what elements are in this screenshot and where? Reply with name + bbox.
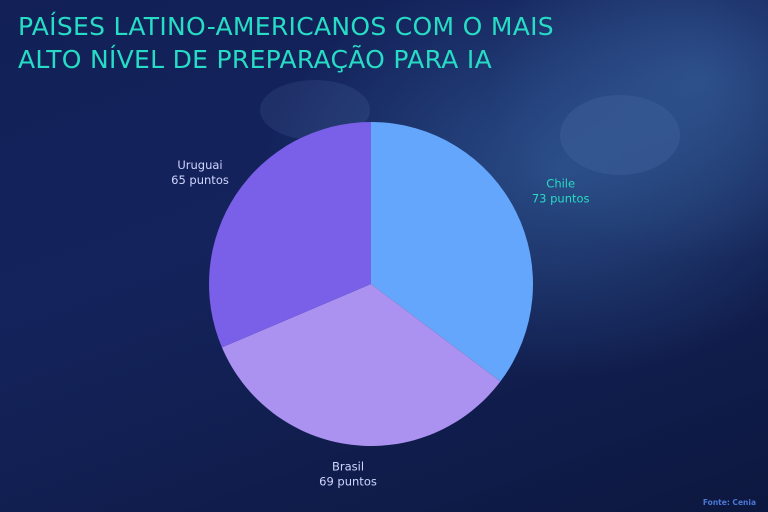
background-photo-shape bbox=[560, 95, 680, 175]
chart-title: PAÍSES LATINO-AMERICANOS COM O MAIS ALTO… bbox=[18, 10, 618, 76]
slice-label-name: Brasil bbox=[332, 460, 364, 474]
pie-slices bbox=[209, 122, 534, 446]
pie-slice-uruguai bbox=[209, 122, 371, 348]
pie-slice-brasil bbox=[221, 284, 501, 446]
chart-title-line: ALTO NÍVEL DE PREPARAÇÃO PARA IA bbox=[18, 45, 492, 74]
slice-label-value: 65 puntos bbox=[171, 173, 229, 187]
slice-label-name: Chile bbox=[546, 176, 575, 190]
chart-title-line: PAÍSES LATINO-AMERICANOS COM O MAIS bbox=[18, 12, 554, 41]
slice-label-value: 69 puntos bbox=[319, 475, 377, 489]
pie-slice-chile bbox=[371, 122, 534, 382]
source-note: Fonte: Cenia bbox=[702, 498, 756, 507]
slice-label-name: Uruguai bbox=[177, 158, 222, 172]
slice-label-value: 73 puntos bbox=[532, 191, 590, 205]
